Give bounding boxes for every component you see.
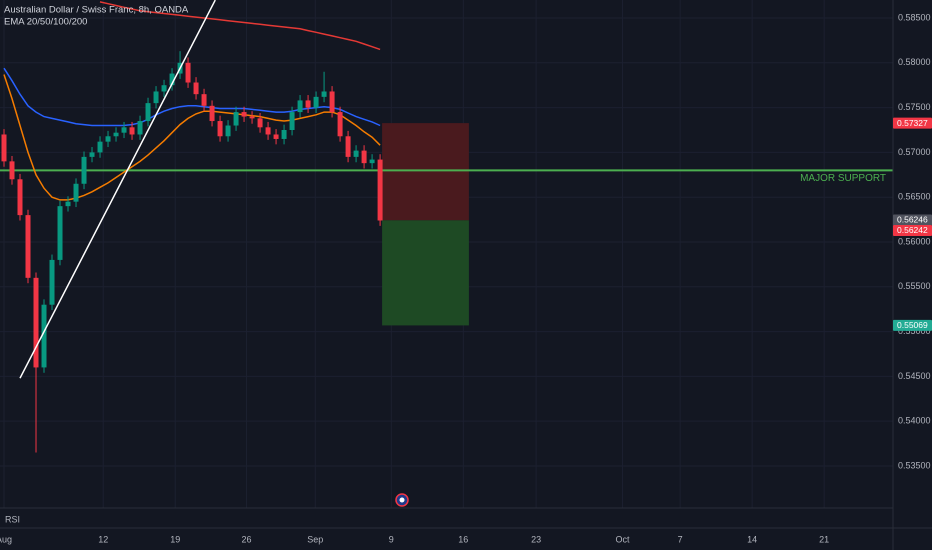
candle-body: [113, 132, 119, 137]
candle-body: [137, 121, 143, 135]
x-tick-label: 7: [678, 534, 683, 544]
candle-body: [241, 112, 247, 117]
candle-body: [17, 179, 23, 216]
x-tick-label: 9: [389, 534, 394, 544]
candle-body: [169, 73, 175, 86]
rsi-label: RSI: [5, 514, 20, 524]
candle-body: [105, 136, 111, 142]
candle-body: [297, 100, 303, 113]
candle-body: [97, 141, 103, 153]
price-badge: [893, 214, 932, 226]
plot-area: MAJOR SUPPORT: [0, 0, 893, 508]
x-tick-label: 12: [98, 534, 108, 544]
y-tick-label: 0.56000: [898, 236, 931, 246]
event-icon[interactable]: [395, 493, 409, 507]
indicator-label: EMA 20/50/100/200: [4, 17, 87, 28]
candle-body: [345, 136, 351, 157]
price-badge-label: 0.55069: [897, 320, 928, 330]
candle-body: [369, 159, 375, 164]
trendline: [19, 0, 216, 379]
candle-body: [41, 304, 47, 368]
price-badge: [893, 319, 932, 331]
x-tick-label: 16: [458, 534, 468, 544]
y-tick-label: 0.57500: [898, 102, 931, 112]
candle-body: [321, 91, 327, 97]
candle-body: [57, 206, 63, 260]
y-tick-label: 0.55500: [898, 281, 931, 291]
x-tick-label: Oct: [616, 534, 631, 544]
candle-body: [129, 127, 135, 135]
candle-body: [233, 112, 239, 126]
candle-body: [249, 116, 255, 119]
y-tick-label: 0.54500: [898, 371, 931, 381]
candle-body: [273, 134, 279, 139]
candle-body: [265, 127, 271, 135]
candle-body: [121, 127, 127, 133]
candle-body: [25, 215, 31, 278]
candle-body: [361, 150, 367, 164]
candle-body: [353, 150, 359, 157]
candle-body: [73, 183, 79, 202]
candle-body: [305, 100, 311, 108]
y-tick-label: 0.56500: [898, 192, 931, 202]
candle-body: [49, 259, 55, 305]
candle-body: [153, 91, 159, 104]
candle-body: [289, 112, 295, 131]
candle-body: [9, 161, 15, 180]
candle-body: [1, 134, 7, 162]
stop-zone: [382, 123, 469, 221]
support-label: MAJOR SUPPORT: [800, 173, 886, 184]
candle-body: [337, 112, 343, 137]
candle-body: [329, 91, 335, 113]
x-tick-label: 14: [747, 534, 757, 544]
y-tick-label: 0.58500: [898, 12, 931, 22]
price-badge-label: 0.56242: [897, 225, 928, 235]
candle-body: [89, 152, 95, 157]
price-badge-label: 0.56246: [897, 215, 928, 225]
price-badge-label: 0.57327: [897, 118, 928, 128]
y-tick-label: 0.55000: [898, 326, 931, 336]
candle-body: [313, 96, 319, 108]
candle-body: [33, 277, 39, 368]
x-tick-label: 26: [241, 534, 251, 544]
candle-body: [193, 82, 199, 95]
target-zone: [382, 220, 469, 326]
x-tick-label: 21: [819, 534, 829, 544]
x-tick-label: Aug: [0, 534, 12, 544]
y-tick-label: 0.58000: [898, 57, 931, 67]
chart-title: Australian Dollar / Swiss Franc, 8h, OAN…: [4, 5, 189, 16]
candle-body: [161, 85, 167, 92]
y-tick-label: 0.54000: [898, 416, 931, 426]
price-badge: [893, 117, 932, 129]
x-tick-label: Sep: [307, 534, 323, 544]
candle-body: [281, 130, 287, 139]
y-tick-label: 0.57000: [898, 147, 931, 157]
x-tick-label: 19: [170, 534, 180, 544]
candle-body: [145, 103, 151, 122]
candle-body: [217, 121, 223, 137]
candle-body: [65, 201, 71, 207]
candle-body: [377, 159, 383, 221]
candle-body: [225, 125, 231, 137]
candle-body: [209, 105, 215, 122]
ema-line: [99, 1, 381, 51]
ema-line: [3, 74, 381, 201]
candle-body: [185, 62, 191, 83]
x-tick-label: 23: [531, 534, 541, 544]
candle-body: [257, 118, 263, 128]
candle-body: [81, 156, 87, 184]
y-tick-label: 0.53500: [898, 460, 931, 470]
candle-body: [201, 94, 207, 106]
price-badge: [893, 224, 932, 236]
